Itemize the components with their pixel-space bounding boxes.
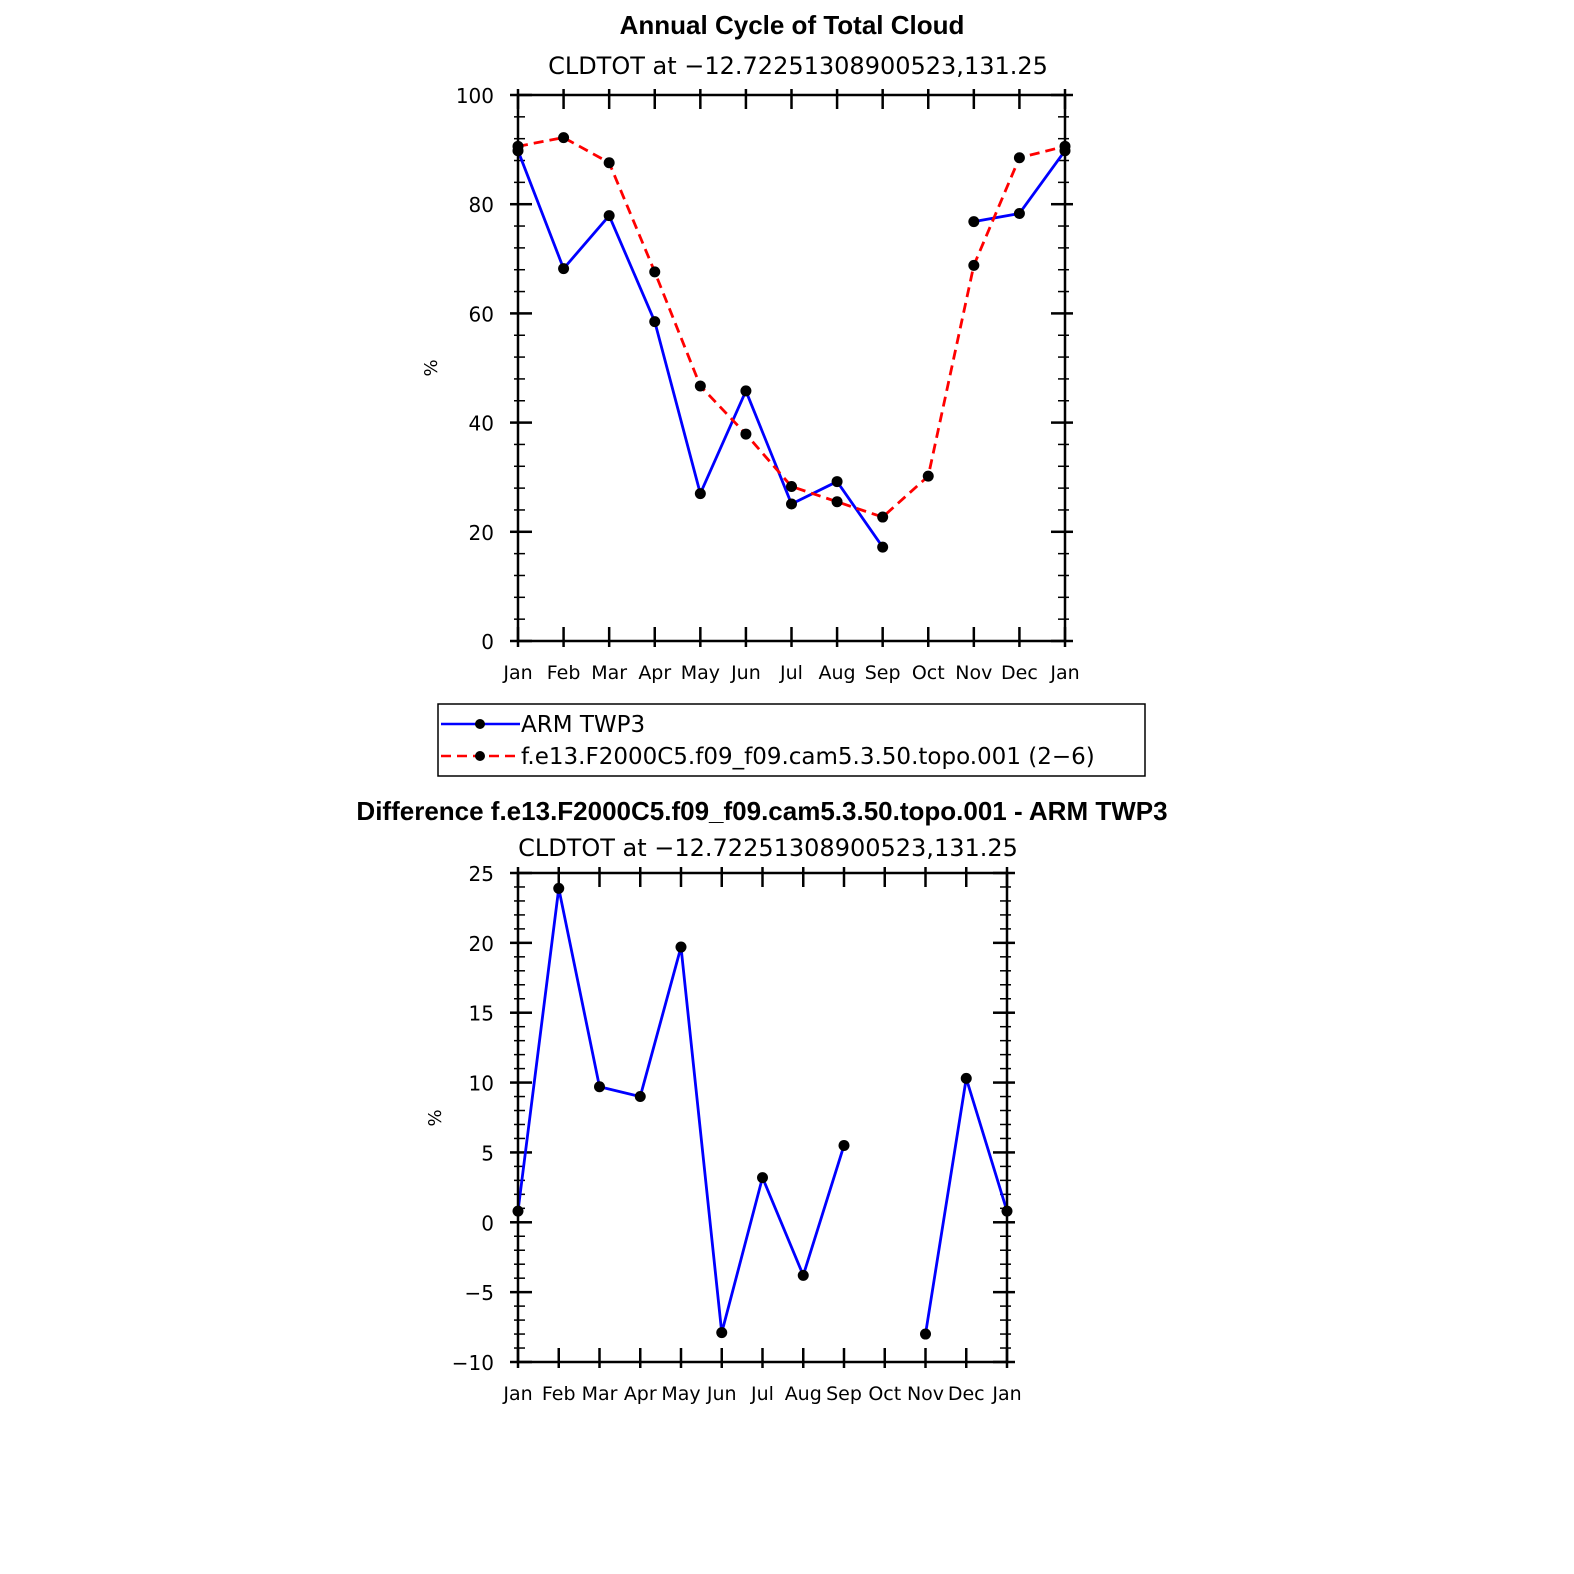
x-tick-label: Sep [865, 662, 901, 684]
data-point-series-1 [960, 1072, 972, 1084]
x-tick-label: Dec [1001, 662, 1038, 684]
series-line-1 [516, 886, 846, 1335]
x-tick-label: May [661, 1383, 700, 1405]
series-line-1 [924, 1076, 1009, 1335]
y-axis-label: % [421, 359, 442, 376]
data-point-series-1 [649, 316, 661, 328]
x-tick-label: Jan [1049, 662, 1079, 684]
x-tick-label: Apr [638, 662, 671, 684]
data-point-series-2 [1013, 152, 1025, 164]
data-point-series-1 [694, 488, 706, 500]
chart-subtitle: CLDTOT at −12.72251308900523,131.25 [548, 52, 1048, 80]
x-tick-label: Aug [785, 1383, 822, 1405]
difference-chart: Difference f.e13.F2000C5.f09_f09.cam5.3.… [356, 796, 1167, 1405]
x-tick-label: Jun [706, 1383, 737, 1405]
legend-box [437, 703, 1146, 777]
y-tick-label: 80 [469, 193, 494, 217]
plot-frame [516, 871, 1009, 1364]
data-point-series-2 [922, 470, 934, 482]
legend-label: f.e13.F2000C5.f09_f09.cam5.3.50.topo.001… [521, 744, 1095, 770]
y-tick-label: 5 [481, 1141, 494, 1165]
data-point-series-1 [603, 210, 615, 222]
y-tick-label: 40 [469, 412, 494, 436]
series-line-1 [516, 150, 884, 548]
y-tick-label: 10 [469, 1072, 494, 1096]
x-tick-label: Oct [912, 662, 945, 684]
data-point-series-2 [603, 157, 615, 169]
data-point-series-1 [553, 882, 565, 894]
y-tick-label: 20 [469, 932, 494, 956]
data-point-series-2 [968, 259, 980, 271]
chart-title: Difference f.e13.F2000C5.f09_f09.cam5.3.… [356, 796, 1167, 826]
data-point-series-2 [694, 380, 706, 392]
y-tick-label: 15 [469, 1002, 494, 1026]
series-line-2 [517, 136, 1066, 519]
x-tick-label: Nov [907, 1383, 944, 1405]
data-point-series-1 [757, 1172, 768, 1184]
annual-cycle-chart: Annual Cycle of Total Cloud CLDTOT at −1… [421, 10, 1080, 684]
data-point-series-1 [831, 476, 843, 488]
y-tick-label: 0 [481, 630, 494, 654]
data-point-series-1 [968, 216, 980, 228]
legend: ARM TWP3 f.e13.F2000C5.f09_f09.cam5.3.50… [437, 703, 1146, 777]
legend-label: ARM TWP3 [521, 712, 645, 738]
legend-item-model: f.e13.F2000C5.f09_f09.cam5.3.50.topo.001… [441, 744, 1095, 770]
data-point-series-1 [1013, 207, 1025, 219]
x-tick-label: May [681, 662, 720, 684]
chart-title: Annual Cycle of Total Cloud [620, 10, 965, 40]
data-point-series-1 [838, 1139, 850, 1151]
x-tick-label: Nov [955, 662, 992, 684]
chart-subtitle: CLDTOT at −12.72251308900523,131.25 [518, 834, 1018, 862]
y-axis-label: % [425, 1109, 446, 1126]
x-tick-label: Feb [542, 1383, 576, 1405]
data-point-series-1 [594, 1081, 605, 1093]
y-tick-label: 0 [481, 1211, 494, 1235]
y-tick-label: 20 [469, 521, 494, 545]
data-point-series-1 [716, 1327, 728, 1339]
plot-frame [516, 93, 1067, 643]
data-point-series-2 [740, 428, 752, 440]
y-tick-label: 100 [456, 84, 494, 108]
data-point-series-2 [831, 496, 843, 508]
data-point-series-2 [649, 266, 661, 278]
data-point-series-1 [558, 263, 570, 275]
data-point-series-1 [740, 385, 752, 397]
y-tick-label: −10 [452, 1351, 494, 1375]
x-tick-label: Dec [948, 1383, 985, 1405]
x-tick-label: Jan [502, 662, 532, 684]
data-point-series-1 [920, 1328, 931, 1340]
x-tick-label: Jun [730, 662, 761, 684]
data-point-series-1 [797, 1269, 809, 1281]
legend-marker [475, 751, 485, 761]
x-tick-label: Mar [582, 1383, 618, 1405]
x-tick-label: Jan [502, 1383, 532, 1405]
data-point-series-1 [634, 1091, 646, 1103]
x-tick-label: Apr [624, 1383, 657, 1405]
x-tick-label: Jan [991, 1383, 1021, 1405]
x-tick-label: Oct [868, 1383, 901, 1405]
legend-marker [475, 719, 485, 729]
data-point-series-1 [675, 941, 687, 953]
x-tick-label: Feb [547, 662, 581, 684]
data-point-series-2 [786, 480, 797, 492]
x-tick-label: Jul [750, 1383, 774, 1405]
y-tick-label: −5 [465, 1281, 494, 1305]
y-tick-label: 60 [469, 302, 494, 326]
data-point-series-1 [786, 498, 797, 510]
y-tick-label: 25 [469, 862, 494, 886]
data-point-series-1 [877, 541, 889, 553]
x-tick-label: Mar [591, 662, 627, 684]
data-point-series-2 [877, 511, 889, 523]
legend-item-arm-twp3: ARM TWP3 [441, 712, 645, 738]
x-tick-label: Jul [779, 662, 803, 684]
x-tick-label: Aug [819, 662, 856, 684]
data-point-series-2 [558, 132, 570, 144]
x-tick-label: Sep [826, 1383, 862, 1405]
